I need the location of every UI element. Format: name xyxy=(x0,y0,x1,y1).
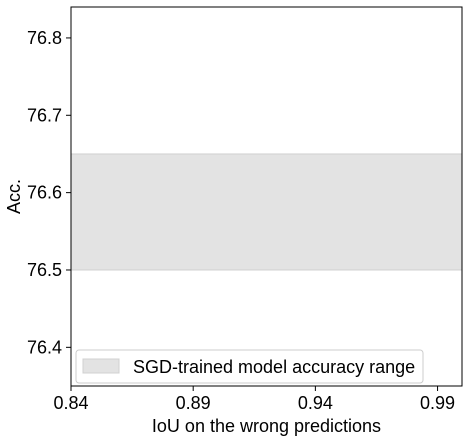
y-tick-label: 76.8 xyxy=(27,28,62,48)
band-layer xyxy=(70,153,463,271)
y-tick-label: 76.5 xyxy=(27,260,62,280)
y-tick-label: 76.7 xyxy=(27,105,62,125)
x-axis-ticks: 0.84 0.89 0.94 0.99 xyxy=(53,386,455,413)
x-axis-label: IoU on the wrong predictions xyxy=(152,416,381,436)
x-tick-label: 0.84 xyxy=(53,393,88,413)
legend-label: SGD-trained model accuracy range xyxy=(133,357,415,377)
y-tick-label: 76.4 xyxy=(27,337,62,357)
legend-box xyxy=(75,349,424,384)
x-tick-label: 0.94 xyxy=(298,393,333,413)
y-tick-label: 76.6 xyxy=(27,183,62,203)
accuracy-range-band xyxy=(70,153,463,271)
legend: SGD-trained model accuracy range xyxy=(75,349,424,384)
y-axis-ticks: 76.4 76.5 76.6 76.7 76.8 xyxy=(27,28,71,357)
y-axis-label: Acc. xyxy=(4,179,24,214)
x-tick-label: 0.99 xyxy=(420,393,455,413)
legend-swatch xyxy=(82,358,120,374)
x-tick-label: 0.89 xyxy=(176,393,211,413)
plot-frame xyxy=(70,6,463,387)
